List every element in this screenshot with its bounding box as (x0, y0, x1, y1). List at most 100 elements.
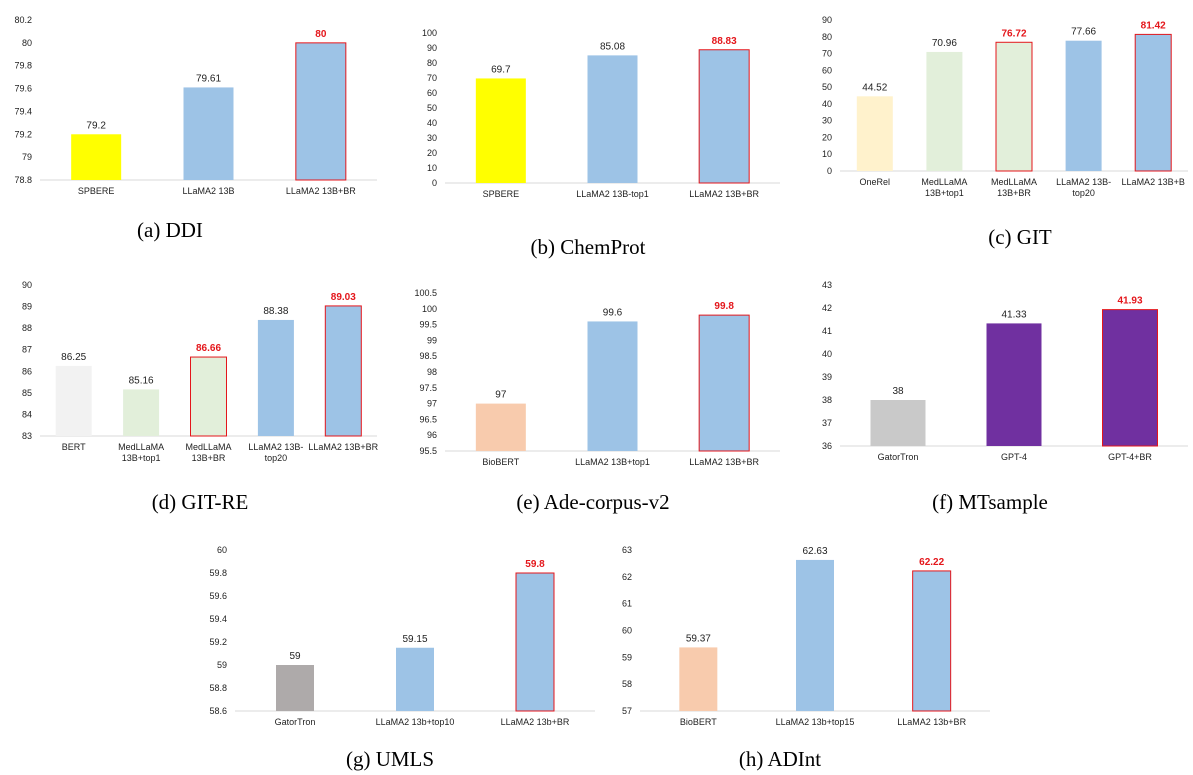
data-label: 89.03 (331, 292, 356, 303)
data-label: 38 (892, 386, 904, 397)
y-tick-label: 98.5 (419, 351, 437, 361)
subfigure-caption: (b) ChemProt (530, 235, 646, 259)
x-tick-label: LLaMA2 13B+BR (286, 186, 356, 196)
chart-panel: 95.5 96 96.5 97 97.5 98 98.5 99 99.5 100 100.5 97 Bi… (393, 288, 785, 514)
y-tick-label: 80 (822, 32, 832, 42)
bar (1102, 309, 1158, 447)
bar (324, 305, 362, 437)
bar (190, 356, 227, 437)
y-tick-label: 20 (822, 132, 832, 142)
x-tick-label: LLaMA2 13B (182, 186, 234, 196)
data-label: 62.22 (919, 557, 944, 568)
y-tick-label: 85 (22, 388, 32, 398)
y-tick-label: 0 (432, 178, 437, 188)
data-label: 59.37 (686, 633, 711, 644)
y-tick-label: 59.8 (209, 568, 227, 578)
chart-panel: 36 37 38 39 40 41 42 43 38 GatorTron 41.33 GPT-4 41.… (790, 280, 1193, 514)
y-tick-label: 79.2 (14, 129, 32, 139)
y-tick-label: 100.5 (414, 288, 437, 298)
y-tick-label: 97 (427, 399, 437, 409)
bar (679, 647, 718, 711)
bar (276, 665, 314, 711)
y-tick-label: 40 (427, 118, 437, 128)
y-tick-label: 86 (22, 366, 32, 376)
y-tick-label: 37 (822, 418, 832, 428)
x-tick-label: MedLLaMA 13B+BR (991, 177, 1037, 198)
y-tick-label: 60 (622, 626, 632, 636)
bar-chart: 95.5 96 96.5 97 97.5 98 98.5 99 99.5 100 100.5 97 Bi… (414, 288, 780, 467)
x-tick-label: LLaMA2 13B-top20 (1056, 177, 1111, 198)
y-tick-label: 59.6 (209, 591, 227, 601)
x-tick-label: BERT (62, 442, 86, 452)
y-tick-label: 59.2 (209, 637, 227, 647)
bar (71, 134, 122, 180)
subfigure-caption: (g) UMLS (345, 747, 435, 771)
bar (587, 321, 638, 451)
y-tick-label: 41 (822, 326, 832, 336)
y-tick-label: 99.5 (419, 320, 437, 330)
chart-panel: 58.6 58.8 59 59.2 59.4 59.6 59.8 60 59 GatorTron 5… (195, 545, 600, 771)
data-label: 44.52 (862, 82, 887, 93)
bar (856, 96, 893, 171)
x-tick-label: LLaMA2 13b+BR (501, 717, 570, 727)
x-tick-label: LLaMA2 13B+BR (308, 442, 378, 452)
data-label: 88.38 (263, 306, 288, 317)
bar-chart: 57 58 59 60 61 62 63 59.37 BioBERT 62.63 LLaMA2 13… (622, 545, 990, 727)
bar (926, 51, 963, 172)
x-tick-label: LLaMA2 13B+BR (689, 457, 759, 467)
data-label: 88.83 (712, 36, 737, 47)
y-tick-label: 63 (622, 545, 632, 555)
data-label: 41.93 (1117, 296, 1142, 307)
y-tick-label: 95.5 (419, 446, 437, 456)
x-tick-label: MedLLaMA 13B+top1 (118, 442, 164, 463)
y-tick-label: 39 (822, 372, 832, 382)
bar (698, 49, 750, 184)
x-tick-label: GPT-4 (1001, 452, 1027, 462)
data-label: 99.6 (603, 307, 623, 318)
data-label: 99.8 (714, 301, 734, 312)
y-tick-label: 38 (822, 395, 832, 405)
data-label: 97 (495, 390, 507, 401)
x-tick-label: OneRel (860, 177, 891, 187)
y-tick-label: 89 (22, 302, 32, 312)
bar (257, 319, 294, 436)
x-tick-label: LLaMA2 13B+top1 (575, 457, 650, 467)
y-tick-label: 100 (422, 304, 437, 314)
y-tick-label: 87 (22, 345, 32, 355)
bar-chart: 83 84 85 86 87 88 89 90 86.25 BERT 85.16 MedLLaMA 13… (22, 280, 379, 463)
bar (1134, 33, 1172, 172)
x-tick-label: SPBERE (483, 189, 520, 199)
bar (995, 41, 1033, 172)
data-label: 85.16 (129, 375, 154, 386)
y-tick-label: 57 (622, 706, 632, 716)
bar (986, 323, 1042, 446)
bar (183, 87, 234, 180)
data-label: 76.72 (1001, 28, 1026, 39)
data-label: 77.66 (1071, 27, 1096, 38)
y-tick-label: 10 (427, 163, 437, 173)
y-tick-label: 20 (427, 148, 437, 158)
chart-panel: 78.8 79 79.2 79.4 79.6 79.8 80 80.2 79.2 SPBERE 79… (0, 8, 382, 242)
y-tick-label: 98 (427, 367, 437, 377)
data-label: 86.25 (61, 352, 86, 363)
data-label: 79.2 (86, 120, 106, 131)
bar (912, 570, 952, 712)
subfigure-caption: (a) DDI (137, 218, 203, 242)
bar (796, 559, 834, 711)
x-tick-label: LLaMA2 13B-top20 (248, 442, 303, 463)
y-tick-label: 79.4 (14, 106, 32, 116)
x-tick-label: MedLLaMA 13B+top1 (921, 177, 967, 198)
y-tick-label: 43 (822, 280, 832, 290)
x-tick-label: GatorTron (878, 452, 919, 462)
y-tick-label: 96 (427, 430, 437, 440)
bar-chart: 58.6 58.8 59 59.2 59.4 59.6 59.8 60 59 GatorTron 5… (209, 545, 595, 727)
data-label: 69.7 (491, 64, 511, 75)
data-label: 62.63 (802, 546, 827, 557)
y-tick-label: 97.5 (419, 383, 437, 393)
y-tick-label: 79.8 (14, 61, 32, 71)
bar (1065, 40, 1102, 171)
x-tick-label: LLaMA2 13B+BR (689, 189, 759, 199)
x-tick-label: SPBERE (78, 186, 115, 196)
subfigure-caption: (e) Ade-corpus-v2 (516, 490, 670, 514)
y-tick-label: 60 (217, 545, 227, 555)
